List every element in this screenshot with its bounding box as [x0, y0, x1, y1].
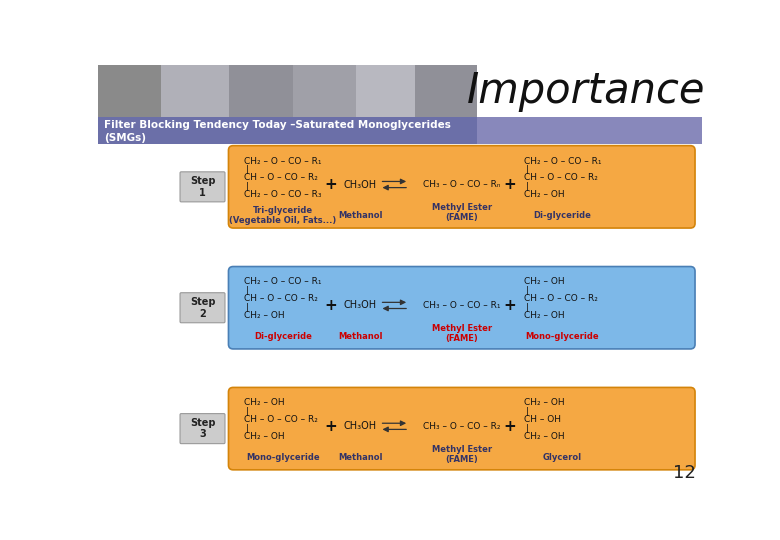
FancyBboxPatch shape: [415, 65, 477, 117]
Text: CH₃ – O – CO – R₁: CH₃ – O – CO – R₁: [423, 301, 501, 310]
FancyBboxPatch shape: [161, 65, 229, 117]
Text: Methanol: Methanol: [338, 332, 382, 341]
Text: CH₃OH: CH₃OH: [344, 421, 377, 431]
Text: CH₃ – O – CO – R₂: CH₃ – O – CO – R₂: [423, 422, 501, 431]
FancyBboxPatch shape: [229, 387, 695, 470]
Text: CH – O – CO – R₂: CH – O – CO – R₂: [244, 294, 318, 303]
Text: Di-glyceride: Di-glyceride: [254, 332, 312, 341]
Text: CH – OH: CH – OH: [523, 415, 561, 424]
Text: |: |: [246, 303, 250, 312]
Text: Methyl Ester
(FAME): Methyl Ester (FAME): [431, 324, 492, 343]
Text: CH₂ – OH: CH₂ – OH: [244, 432, 285, 441]
FancyBboxPatch shape: [356, 65, 415, 117]
Text: CH₂ – OH: CH₂ – OH: [523, 278, 565, 286]
Text: Methyl Ester
(FAME): Methyl Ester (FAME): [431, 203, 492, 222]
FancyBboxPatch shape: [477, 117, 702, 144]
FancyBboxPatch shape: [98, 65, 161, 117]
Text: |: |: [526, 407, 529, 416]
Text: |: |: [246, 407, 250, 416]
Text: CH₂ – OH: CH₂ – OH: [523, 191, 565, 199]
Text: CH – O – CO – R₂: CH – O – CO – R₂: [244, 173, 318, 183]
Text: |: |: [526, 424, 529, 433]
Text: +: +: [503, 298, 516, 313]
Text: CH – O – CO – R₂: CH – O – CO – R₂: [523, 173, 597, 183]
Text: |: |: [246, 165, 250, 174]
Text: CH₂ – O – CO – R₁: CH₂ – O – CO – R₁: [244, 157, 321, 166]
FancyBboxPatch shape: [229, 267, 695, 349]
Text: CH – O – CO – R₂: CH – O – CO – R₂: [523, 294, 597, 303]
Text: Step
3: Step 3: [190, 418, 215, 440]
FancyBboxPatch shape: [229, 146, 695, 228]
Text: |: |: [526, 286, 529, 295]
FancyBboxPatch shape: [229, 65, 292, 117]
Text: +: +: [324, 177, 337, 192]
Text: Methanol: Methanol: [338, 211, 382, 220]
Text: Tri-glyceride
(Vegetable Oil, Fats...): Tri-glyceride (Vegetable Oil, Fats...): [229, 206, 336, 225]
FancyBboxPatch shape: [292, 65, 356, 117]
Text: +: +: [324, 419, 337, 434]
Text: CH₂ – O – CO – R₁: CH₂ – O – CO – R₁: [523, 157, 601, 166]
Text: CH₂ – OH: CH₂ – OH: [244, 399, 285, 407]
Text: Methyl Ester
(FAME): Methyl Ester (FAME): [431, 445, 492, 464]
Text: CH – O – CO – R₂: CH – O – CO – R₂: [244, 415, 318, 424]
Text: CH₂ – O – CO – R₃: CH₂ – O – CO – R₃: [244, 191, 321, 199]
Text: |: |: [246, 182, 250, 191]
Text: 12: 12: [672, 464, 696, 482]
Text: |: |: [526, 303, 529, 312]
FancyBboxPatch shape: [180, 293, 225, 323]
Text: (SMGs): (SMGs): [104, 133, 146, 143]
Text: +: +: [503, 419, 516, 434]
Text: |: |: [246, 424, 250, 433]
Text: CH₂ – OH: CH₂ – OH: [523, 432, 565, 441]
Text: Step
1: Step 1: [190, 176, 215, 198]
Text: CH₂ – OH: CH₂ – OH: [244, 312, 285, 320]
Text: CH₂ – OH: CH₂ – OH: [523, 399, 565, 407]
FancyBboxPatch shape: [180, 414, 225, 444]
Text: |: |: [246, 286, 250, 295]
Text: Methanol: Methanol: [338, 453, 382, 462]
Text: Filter Blocking Tendency Today –Saturated Monoglycerides: Filter Blocking Tendency Today –Saturate…: [104, 120, 451, 130]
FancyBboxPatch shape: [180, 172, 225, 202]
Text: +: +: [503, 177, 516, 192]
Text: CH₃ – O – CO – Rₙ: CH₃ – O – CO – Rₙ: [423, 180, 501, 189]
Text: CH₃OH: CH₃OH: [344, 300, 377, 310]
Text: Di-glyceride: Di-glyceride: [534, 211, 591, 220]
Text: CH₂ – O – CO – R₁: CH₂ – O – CO – R₁: [244, 278, 321, 286]
Text: |: |: [526, 165, 529, 174]
Text: +: +: [324, 298, 337, 313]
Text: Step
2: Step 2: [190, 297, 215, 319]
Text: CH₃OH: CH₃OH: [344, 179, 377, 190]
Text: Importance: Importance: [466, 70, 705, 112]
FancyBboxPatch shape: [477, 65, 702, 117]
Text: Glycerol: Glycerol: [543, 453, 582, 462]
Text: CH₂ – OH: CH₂ – OH: [523, 312, 565, 320]
Text: Mono-glyceride: Mono-glyceride: [526, 332, 599, 341]
Text: |: |: [526, 182, 529, 191]
FancyBboxPatch shape: [98, 117, 702, 144]
Text: Mono-glyceride: Mono-glyceride: [246, 453, 320, 462]
